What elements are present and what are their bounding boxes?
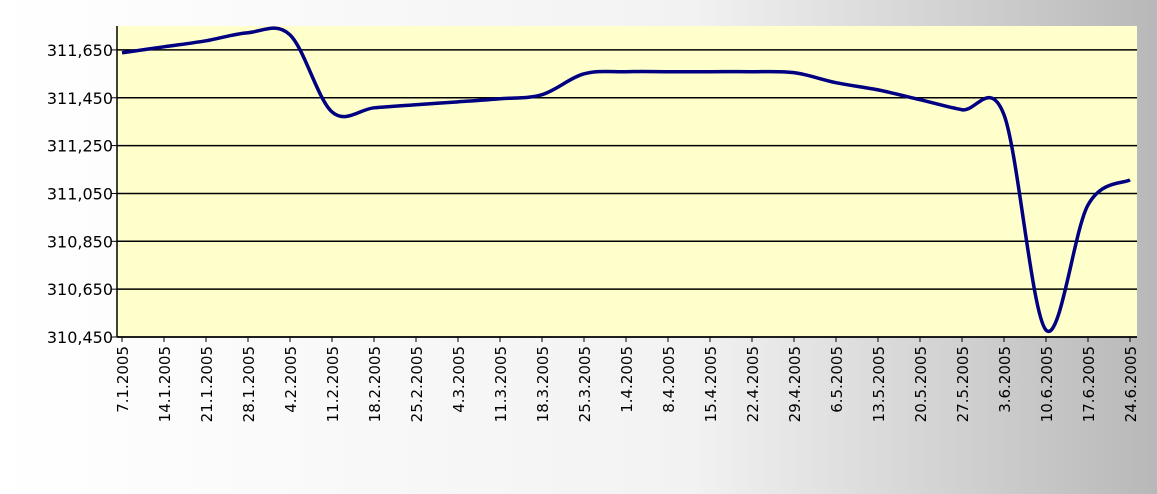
y-tick-label: 311,650: [47, 41, 113, 60]
x-tick-label: 3.6.2005: [996, 346, 1014, 413]
x-tick-label: 28.1.2005: [240, 346, 258, 422]
x-tick-label: 11.2.2005: [324, 346, 342, 422]
x-tick-label: 14.1.2005: [156, 346, 174, 422]
x-tick-label: 22.4.2005: [744, 346, 762, 422]
x-tick-label: 24.6.2005: [1122, 346, 1140, 422]
x-tick-label: 17.6.2005: [1080, 346, 1098, 422]
x-tick-label: 13.5.2005: [870, 346, 888, 422]
x-tick-label: 10.6.2005: [1038, 346, 1056, 422]
x-tick-label: 18.3.2005: [534, 346, 552, 422]
y-tick-label: 311,250: [47, 137, 113, 156]
x-tick-label: 20.5.2005: [912, 346, 930, 422]
x-tick-label: 25.3.2005: [576, 346, 594, 422]
x-tick-label: 1.4.2005: [618, 346, 636, 413]
x-tick-label: 7.1.2005: [114, 346, 132, 413]
x-tick-label: 6.5.2005: [828, 346, 846, 413]
y-tick-label: 310,450: [47, 328, 113, 347]
x-tick-label: 27.5.2005: [954, 346, 972, 422]
y-tick-label: 310,650: [47, 280, 113, 299]
plot-area: [117, 26, 1137, 337]
x-tick-label: 25.2.2005: [408, 346, 426, 422]
x-tick-label: 29.4.2005: [786, 346, 804, 422]
x-tick-label: 8.4.2005: [660, 346, 678, 413]
x-tick-label: 21.1.2005: [198, 346, 216, 422]
x-tick-label: 11.3.2005: [492, 346, 510, 422]
line: [121, 26, 1131, 334]
x-tick-label: 4.3.2005: [450, 346, 468, 413]
x-tick-label: 18.2.2005: [366, 346, 384, 422]
x-tick-label: 15.4.2005: [702, 346, 720, 422]
y-tick-label: 311,450: [47, 89, 113, 108]
x-tick-label: 4.2.2005: [282, 346, 300, 413]
y-tick-label: 311,050: [47, 184, 113, 203]
y-tick-label: 310,850: [47, 232, 113, 251]
